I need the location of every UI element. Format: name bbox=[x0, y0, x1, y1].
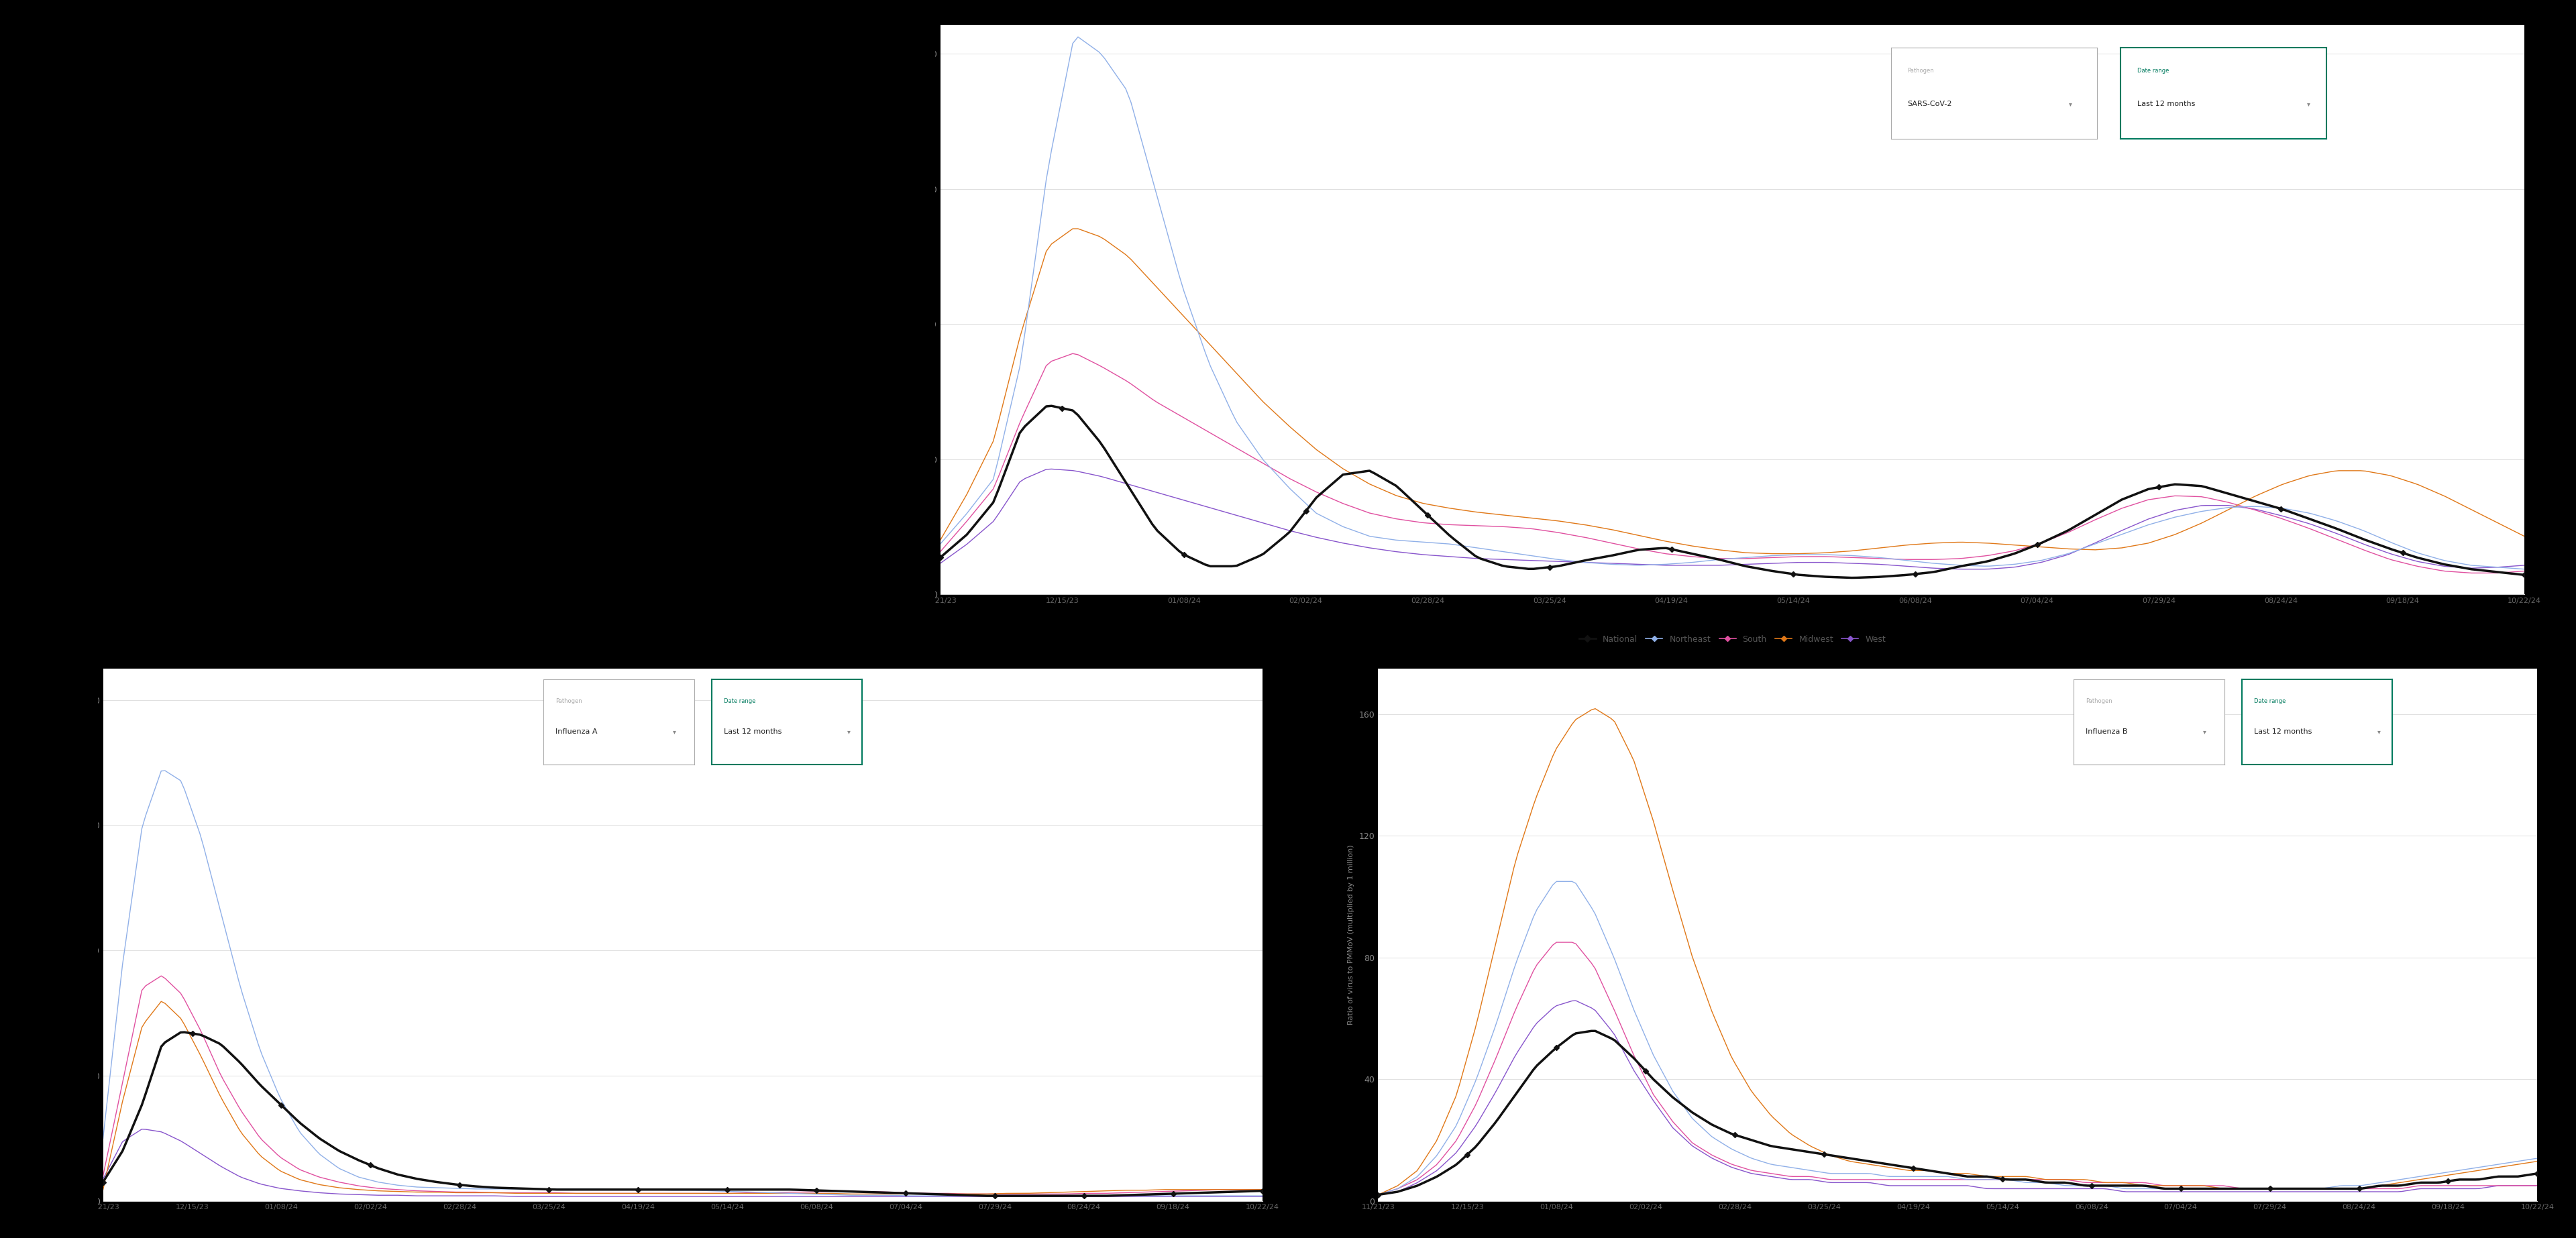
Legend: National, Northeast, South, Midwest, West: National, Northeast, South, Midwest, Wes… bbox=[526, 1234, 840, 1238]
Y-axis label: Ratio of virus to PMMoV (multiplied by 1 million): Ratio of virus to PMMoV (multiplied by 1… bbox=[72, 844, 80, 1025]
Y-axis label: Ratio of virus to PMMoV (multiplied by 1 million): Ratio of virus to PMMoV (multiplied by 1… bbox=[904, 219, 912, 400]
Y-axis label: Ratio of virus to PMMoV (multiplied by 1 million): Ratio of virus to PMMoV (multiplied by 1… bbox=[1347, 844, 1355, 1025]
Legend: National, Northeast, South, Midwest, West: National, Northeast, South, Midwest, Wes… bbox=[1577, 631, 1888, 647]
Legend: National, Northeast, South, Midwest, West: National, Northeast, South, Midwest, Wes… bbox=[1801, 1234, 2115, 1238]
